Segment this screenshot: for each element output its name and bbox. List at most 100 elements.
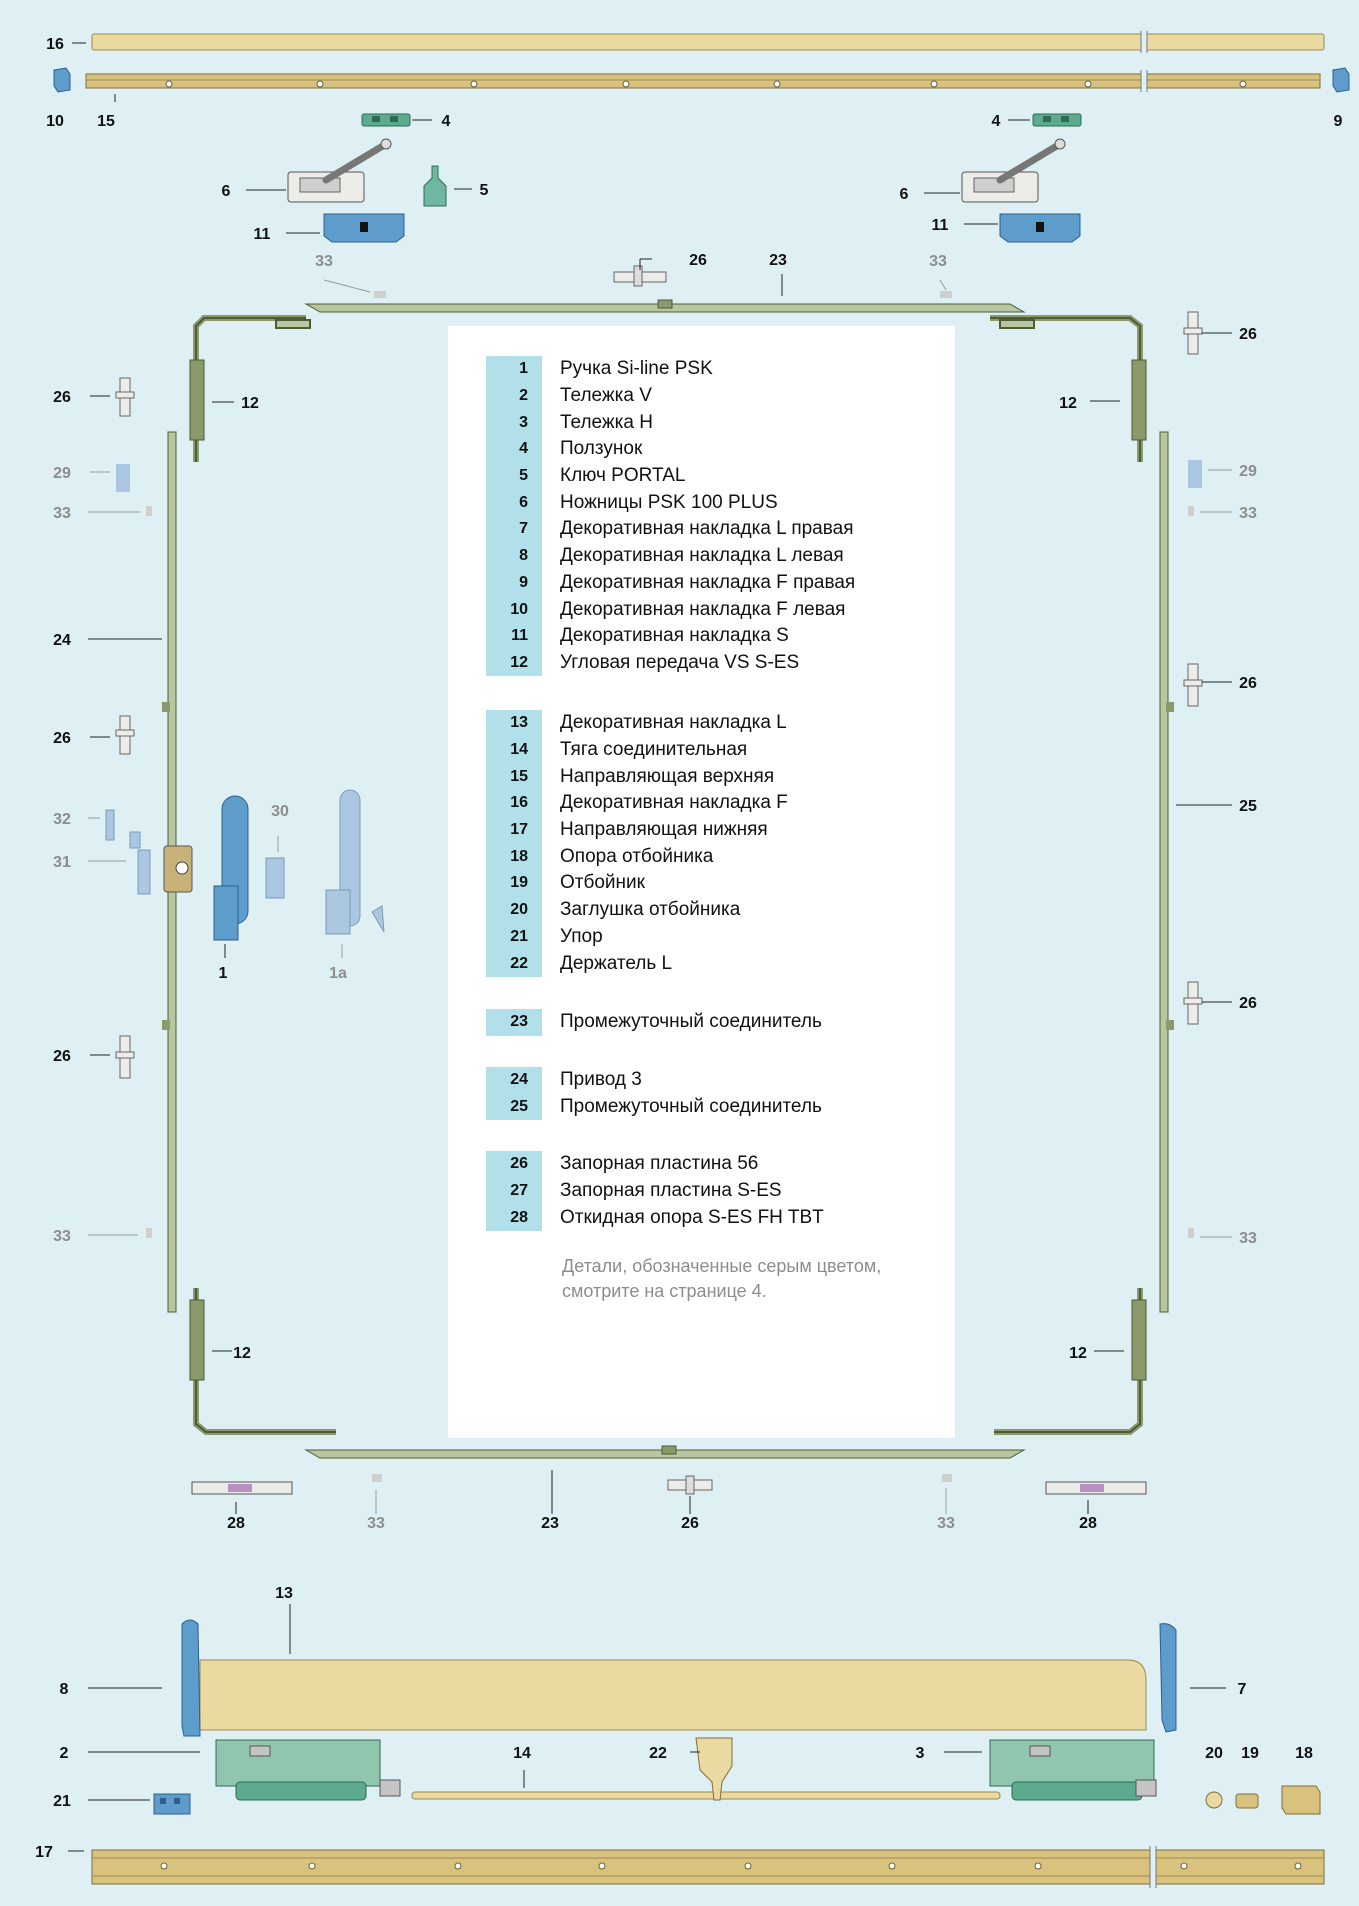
legend-gray-parts-note: Детали, обозначенные серым цветом, смотр…: [562, 1256, 882, 1301]
slider-4-right: [1032, 113, 1082, 127]
callout-15: 15: [97, 113, 115, 130]
legend-row: 8 Декоративная накладка L левая: [486, 542, 855, 570]
callout-25: 25: [1239, 798, 1257, 815]
legend-part-number: 10: [486, 596, 542, 623]
leader-lines: [68, 42, 1232, 1852]
holder-l-22: [695, 1737, 733, 1801]
legend-row: 2 Тележка V: [486, 382, 855, 410]
callout-19: 19: [1241, 1745, 1259, 1762]
buffer-cap-20: [1205, 1791, 1223, 1809]
legend-part-name: Тележка V: [560, 385, 652, 407]
key-portal-5: [423, 165, 447, 207]
tilt-support-28-left: [191, 1481, 293, 1495]
legend-row: 18 Опора отбойника: [486, 843, 788, 871]
legend-part-name: Направляющая верхняя: [560, 765, 775, 787]
callout-28: 28: [227, 1515, 245, 1532]
callout-33: 33: [1239, 1230, 1257, 1247]
callout-11: 11: [932, 217, 949, 234]
legend-part-name: Откидная опора S-ES FH TBT: [560, 1206, 824, 1228]
corner-drives-12: [189, 359, 1147, 1381]
callout-33: 33: [367, 1515, 385, 1532]
legend-group-3: 23 Промежуточный соединитель: [486, 1009, 822, 1036]
callout-33: 33: [929, 253, 947, 270]
callout-5: 5: [480, 182, 489, 199]
callout-17: 17: [35, 1844, 53, 1861]
callout-13: 13: [275, 1585, 293, 1602]
legend-part-number: 23: [486, 1009, 542, 1036]
legend-part-number: 11: [486, 622, 542, 650]
callout-29: 29: [53, 465, 71, 482]
legend-part-number: 18: [486, 843, 542, 871]
callout-3: 3: [916, 1745, 925, 1762]
callout-30: 30: [271, 803, 289, 820]
end-cap-f-right-9: [1332, 67, 1350, 93]
legend-part-name: Держатель L: [560, 952, 673, 974]
callout-8: 8: [60, 1681, 69, 1698]
legend-row: 10 Декоративная накладка F левая: [486, 596, 855, 623]
legend-part-number: 28: [486, 1204, 542, 1232]
legend-group-4: 24 Привод 3 25 Промежуточный соединитель: [486, 1067, 822, 1121]
callout-16: 16: [46, 36, 64, 53]
callout-22: 22: [649, 1745, 667, 1762]
legend-part-number: 3: [486, 409, 542, 437]
callout-18: 18: [1295, 1745, 1313, 1762]
bottom-guide-rail-17: [91, 1846, 1325, 1888]
legend-part-number: 26: [486, 1151, 542, 1178]
legend-part-number: 16: [486, 790, 542, 817]
legend-part-number: 19: [486, 870, 542, 897]
legend-row: 15 Направляющая верхняя: [486, 763, 788, 791]
legend-row: 6 Ножницы PSK 100 PLUS: [486, 489, 855, 517]
callout-14: 14: [513, 1745, 531, 1762]
legend-part-number: 13: [486, 710, 542, 737]
legend-row: 7 Декоративная накладка L правая: [486, 516, 855, 543]
gray-parts-30-31-32: [105, 809, 285, 899]
end-cap-l-left-8: [181, 1619, 201, 1737]
legend-part-number: 27: [486, 1177, 542, 1205]
callout-6: 6: [900, 186, 909, 203]
gray-part-33: [1188, 1228, 1194, 1238]
callout-26: 26: [689, 252, 707, 269]
callout-24: 24: [53, 632, 71, 649]
legend-row: 28 Откидная опора S-ES FH TBT: [486, 1204, 824, 1232]
legend-part-name: Ножницы PSK 100 PLUS: [560, 491, 778, 513]
legend-row: 3 Тележка H: [486, 409, 855, 437]
callout-31: 31: [53, 854, 71, 871]
callout-labels: 16 10 15 9 4 4 6 5 6 11 11 33 26 23 33 2…: [35, 36, 1342, 1861]
legend-row: 19 Отбойник: [486, 870, 788, 897]
legend-part-number: 5: [486, 462, 542, 490]
callout-12: 12: [1059, 395, 1077, 412]
callout-11: 11: [254, 226, 271, 243]
callout-4: 4: [442, 113, 451, 130]
callout-28: 28: [1079, 1515, 1097, 1532]
callout-26: 26: [53, 730, 71, 747]
legend-part-name: Запорная пластина 56: [560, 1153, 759, 1175]
callout-33: 33: [937, 1515, 955, 1532]
cover-cap-s-11-right: [999, 213, 1081, 243]
callout-33: 33: [53, 1228, 71, 1245]
callout-10: 10: [46, 113, 64, 130]
callout-26: 26: [681, 1515, 699, 1532]
legend-part-name: Привод 3: [560, 1069, 642, 1091]
gray-part-33: [374, 291, 386, 298]
legend-row: 22 Держатель L: [486, 950, 788, 977]
callout-6: 6: [222, 183, 231, 200]
legend-part-number: 20: [486, 896, 542, 924]
legend-part-name: Упор: [560, 925, 603, 947]
legend-part-number: 25: [486, 1093, 542, 1121]
legend-part-number: 9: [486, 569, 542, 597]
buffer-support-18: [1281, 1785, 1321, 1815]
intermediate-connector-23-top: [304, 299, 1026, 313]
legend-part-name: Декоративная накладка F: [560, 792, 788, 814]
strike-plate-26-bottom: [667, 1475, 713, 1495]
carriage-v-2: [215, 1739, 401, 1801]
legend-row: 21 Упор: [486, 923, 788, 951]
callout-26: 26: [1239, 995, 1257, 1012]
legend-row: 26 Запорная пластина 56: [486, 1151, 824, 1178]
end-cap-f-left-10: [53, 67, 71, 93]
buffer-19: [1235, 1793, 1259, 1809]
handle-gear-box: [163, 845, 193, 893]
callout-33: 33: [53, 505, 71, 522]
legend-part-name: Угловая передача VS S-ES: [560, 651, 800, 673]
legend-part-number: 1: [486, 356, 542, 383]
